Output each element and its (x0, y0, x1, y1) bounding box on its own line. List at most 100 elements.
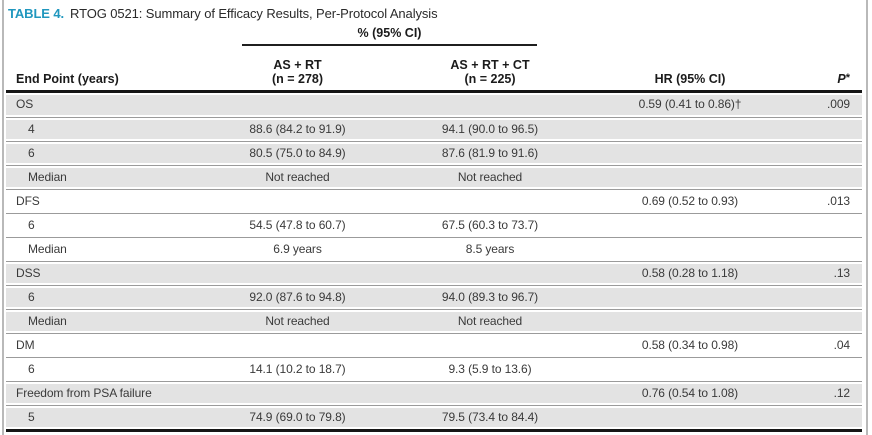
hr-value-cell (605, 406, 775, 429)
arm2-value-cell: 67.5 (60.3 to 73.7) (441, 218, 539, 232)
page-right-border (866, 0, 868, 435)
arm1-value-cell: 54.5 (47.8 to 60.7) (249, 218, 346, 232)
table-row: DSS 0.58 (0.28 to 1.18) .13 (6, 261, 862, 285)
table-row: 6 14.1 (10.2 to 18.7) 9.3 (5.9 to 13.6) (6, 357, 862, 381)
column-header-arm2-name: AS + RT + CT (450, 58, 530, 72)
column-header-p-letter: P (837, 72, 846, 86)
p-value-cell: .009 (827, 97, 850, 111)
column-header-hr: HR (95% CI) (654, 72, 726, 86)
hr-value-cell: 0.76 (0.54 to 1.08) (641, 386, 739, 400)
column-header-arm1-name: AS + RT (273, 58, 322, 72)
table-row: DM 0.58 (0.34 to 0.98) .04 (6, 333, 862, 357)
arm1-value-cell: Not reached (265, 314, 330, 328)
endpoint-cell: 4 (28, 122, 35, 136)
arm1-value-cell: 74.9 (69.0 to 79.8) (249, 410, 346, 424)
hr-value-cell (605, 358, 775, 381)
table-row: DFS 0.69 (0.52 to 0.93) .013 (6, 189, 862, 213)
table-caption-number: TABLE 4. (8, 6, 65, 21)
arm1-value-cell (220, 262, 375, 285)
endpoint-cell: Median (28, 170, 67, 184)
p-value-cell (775, 142, 862, 165)
arm1-value-cell: 6.9 years (273, 242, 322, 256)
endpoint-cell: 5 (28, 410, 35, 424)
endpoint-cell: DSS (16, 266, 41, 280)
column-header-arm1: AS + RT (n = 278) (220, 58, 375, 86)
table-row: 6 92.0 (87.6 to 94.8) 94.0 (89.3 to 96.7) (6, 285, 862, 309)
table-row: 6 80.5 (75.0 to 84.9) 87.6 (81.9 to 91.6) (6, 141, 862, 165)
endpoint-cell: Freedom from PSA failure (16, 386, 152, 400)
p-value-cell (775, 118, 862, 141)
p-value-cell (775, 286, 862, 309)
table-row: Median 6.9 years 8.5 years (6, 237, 862, 261)
hr-value-cell (605, 118, 775, 141)
p-value-cell (775, 358, 862, 381)
arm2-value-cell: Not reached (457, 170, 523, 184)
hr-value-cell: 0.69 (0.52 to 0.93) (641, 194, 739, 208)
hr-value-cell (605, 310, 775, 333)
spanner-header: % (95% CI) (242, 26, 537, 46)
column-header-arm2: AS + RT + CT (n = 225) (375, 58, 605, 86)
p-value-cell (775, 166, 862, 189)
arm1-value-cell (220, 334, 375, 357)
endpoint-cell: Median (28, 242, 67, 256)
arm2-value-cell (375, 382, 605, 405)
arm2-value-cell (375, 262, 605, 285)
table-row: 6 54.5 (47.8 to 60.7) 67.5 (60.3 to 73.7) (6, 213, 862, 237)
endpoint-cell: DFS (16, 194, 40, 208)
endpoint-cell: Median (28, 314, 67, 328)
endpoint-cell: 6 (28, 218, 35, 232)
arm2-value-cell (375, 334, 605, 357)
p-value-cell: .12 (833, 386, 850, 400)
arm2-value-cell: 94.1 (90.0 to 96.5) (441, 122, 539, 136)
table-caption: TABLE 4. RTOG 0521: Summary of Efficacy R… (8, 6, 848, 22)
table-row: 4 88.6 (84.2 to 91.9) 94.1 (90.0 to 96.5) (6, 117, 862, 141)
column-header-p-asterisk: * (845, 72, 850, 84)
arm1-value-cell: 14.1 (10.2 to 18.7) (249, 362, 346, 376)
arm1-value-cell (220, 382, 375, 405)
column-header-arm1-n: (n = 278) (271, 72, 324, 86)
arm1-value-cell: 80.5 (75.0 to 84.9) (249, 146, 346, 160)
p-value-cell: .13 (833, 266, 850, 280)
table-caption-text: RTOG 0521: Summary of Efficacy Results, … (70, 6, 438, 21)
endpoint-cell: DM (16, 338, 35, 352)
p-value-cell: .013 (827, 194, 850, 208)
arm1-value-cell: 88.6 (84.2 to 91.9) (249, 122, 346, 136)
arm1-value-cell: Not reached (265, 170, 330, 184)
p-value-cell (775, 406, 862, 429)
arm2-value-cell (375, 190, 605, 213)
hr-value-cell: 0.58 (0.34 to 0.98) (641, 338, 739, 352)
arm2-value-cell: 9.3 (5.9 to 13.6) (448, 362, 532, 376)
table-body: OS 0.59 (0.41 to 0.86)† .009 4 88.6 (84.2 to… (6, 93, 862, 429)
hr-value-cell (605, 286, 775, 309)
endpoint-cell: 6 (28, 362, 35, 376)
table-row: Median Not reached Not reached (6, 309, 862, 333)
column-header-arm2-n: (n = 225) (464, 72, 516, 86)
hr-value-cell (605, 214, 775, 237)
arm2-value-cell: 87.6 (81.9 to 91.6) (441, 146, 539, 160)
table-row: Median Not reached Not reached (6, 165, 862, 189)
table-bottom-rule (6, 429, 862, 432)
arm2-value-cell: 79.5 (73.4 to 84.4) (441, 410, 539, 424)
arm2-value-cell: 94.0 (89.3 to 96.7) (441, 290, 539, 304)
table-row: Freedom from PSA failure 0.76 (0.54 to 1.… (6, 381, 862, 405)
p-value-cell (775, 310, 862, 333)
column-header-row: End Point (years) AS + RT (n = 278) AS +… (6, 46, 862, 90)
hr-value-cell: 0.58 (0.28 to 1.18) (641, 266, 739, 280)
column-header-p: P* (775, 71, 862, 86)
hr-value-cell: 0.59 (0.41 to 0.86)† (638, 97, 742, 111)
page-left-border (2, 0, 4, 435)
endpoint-cell: 6 (28, 290, 35, 304)
endpoint-cell: 6 (28, 146, 35, 160)
spanner-header-label: % (95% CI) (357, 26, 422, 40)
hr-value-cell (605, 238, 775, 261)
hr-value-cell (605, 166, 775, 189)
p-value-cell (775, 238, 862, 261)
spanner-header-rule (242, 44, 537, 46)
table-row: OS 0.59 (0.41 to 0.86)† .009 (6, 93, 862, 117)
arm1-value-cell: 92.0 (87.6 to 94.8) (249, 290, 346, 304)
efficacy-results-table: % (95% CI) End Point (years) AS + RT (n … (6, 26, 862, 432)
table-row: 5 74.9 (69.0 to 79.8) 79.5 (73.4 to 84.4) (6, 405, 862, 429)
p-value-cell: .04 (833, 338, 850, 352)
column-header-endpoint: End Point (years) (16, 72, 119, 86)
